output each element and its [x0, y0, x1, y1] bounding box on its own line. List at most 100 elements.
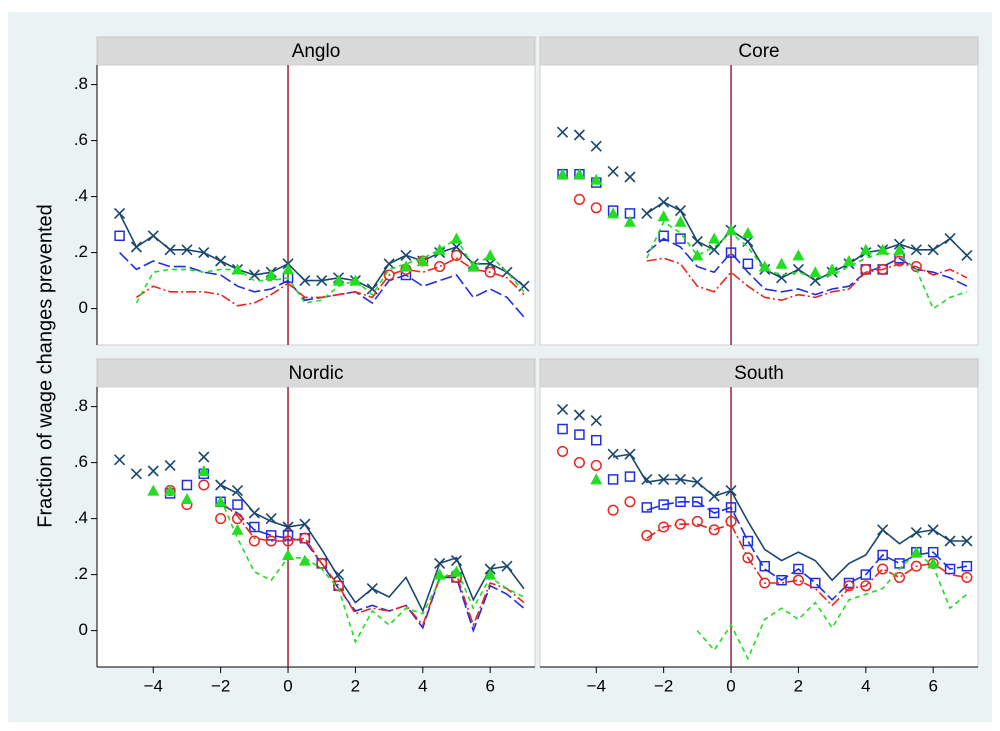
- series-line: [612, 453, 967, 582]
- marker-circle: [910, 560, 922, 572]
- series-line: [220, 503, 525, 634]
- marker-circle: [624, 496, 636, 508]
- panel-header: [539, 358, 979, 388]
- marker-x: [573, 129, 585, 141]
- marker-circle: [792, 574, 804, 586]
- x-tick-label: −2: [211, 676, 230, 695]
- plot-area: [96, 386, 536, 668]
- marker-x: [624, 448, 636, 460]
- marker-x: [366, 583, 378, 595]
- marker-x: [114, 454, 126, 466]
- marker-square: [658, 230, 669, 242]
- marker-triangle: [607, 207, 620, 219]
- marker-circle: [198, 479, 210, 491]
- series-line: [646, 220, 968, 310]
- marker-triangle: [809, 266, 822, 278]
- marker-x: [164, 244, 176, 256]
- x-tick-label: 6: [485, 676, 494, 695]
- marker-square: [658, 499, 669, 510]
- marker-square: [282, 530, 294, 541]
- marker-x: [333, 569, 345, 581]
- marker-square: [249, 521, 260, 533]
- marker-x: [198, 247, 210, 259]
- marker-square: [759, 560, 770, 572]
- marker-triangle: [910, 546, 923, 558]
- x-tick-label: 0: [726, 676, 735, 695]
- marker-circle: [893, 571, 906, 583]
- marker-triangle: [433, 243, 446, 255]
- marker-x: [231, 485, 244, 497]
- marker-triangle: [332, 274, 345, 286]
- marker-circle: [658, 521, 670, 533]
- marker-circle: [607, 504, 619, 516]
- y-tick-label: .6: [74, 130, 88, 149]
- x-tick-label: −4: [587, 676, 606, 695]
- marker-x: [658, 473, 670, 485]
- marker-circle: [860, 263, 872, 275]
- marker-x: [944, 233, 956, 245]
- marker-circle: [641, 529, 653, 541]
- y-tick-label: .4: [74, 186, 88, 205]
- panel-header: [96, 358, 536, 388]
- series-line: [646, 201, 968, 282]
- marker-square: [607, 474, 619, 485]
- marker-x: [944, 535, 956, 547]
- marker-circle: [557, 445, 569, 457]
- marker-x: [961, 249, 973, 261]
- marker-triangle: [893, 243, 906, 255]
- panel-header: [96, 36, 536, 66]
- marker-x: [691, 235, 703, 247]
- panel-title: South: [734, 363, 784, 384]
- marker-triangle: [467, 260, 480, 272]
- panel-header: [539, 36, 979, 66]
- marker-triangle: [484, 249, 497, 261]
- marker-triangle: [556, 168, 569, 180]
- marker-triangle: [231, 523, 244, 535]
- marker-circle: [282, 535, 294, 547]
- series-line: [135, 237, 525, 304]
- marker-x: [557, 126, 569, 138]
- marker-x: [708, 490, 720, 502]
- marker-triangle: [758, 260, 771, 272]
- marker-x: [518, 280, 530, 292]
- marker-square: [742, 535, 754, 547]
- marker-x: [607, 165, 619, 177]
- marker-triangle: [416, 255, 429, 266]
- marker-square: [591, 434, 602, 446]
- marker-triangle: [484, 568, 497, 580]
- marker-x: [316, 275, 328, 287]
- y-tick-label: .2: [74, 564, 88, 583]
- panel-title: Anglo: [292, 41, 341, 62]
- panel-title: Core: [738, 41, 779, 62]
- marker-x: [557, 403, 569, 415]
- marker-triangle: [180, 493, 193, 504]
- marker-triangle: [674, 215, 687, 227]
- marker-circle: [265, 535, 277, 547]
- marker-square: [742, 258, 754, 270]
- marker-x: [383, 258, 395, 270]
- marker-circle: [759, 577, 771, 589]
- marker-x: [927, 244, 939, 256]
- marker-square: [793, 563, 804, 575]
- marker-square: [232, 499, 243, 510]
- marker-circle: [877, 263, 889, 275]
- marker-square: [624, 471, 636, 482]
- marker-circle: [961, 571, 973, 583]
- marker-circle: [708, 524, 720, 536]
- marker-triangle: [573, 168, 586, 180]
- marker-circle: [590, 459, 602, 471]
- x-tick-label: 0: [283, 676, 292, 695]
- marker-triangle: [691, 249, 704, 261]
- marker-x: [299, 275, 311, 287]
- marker-x: [130, 468, 142, 480]
- x-tick-label: −2: [654, 676, 673, 695]
- marker-triangle: [775, 257, 788, 269]
- plot-area: [539, 386, 979, 668]
- x-tick-label: 2: [351, 676, 360, 695]
- marker-x: [130, 241, 142, 253]
- marker-triangle: [590, 173, 603, 185]
- marker-triangle: [282, 263, 295, 275]
- marker-x: [573, 409, 585, 421]
- marker-square: [776, 574, 787, 586]
- marker-circle: [893, 255, 906, 267]
